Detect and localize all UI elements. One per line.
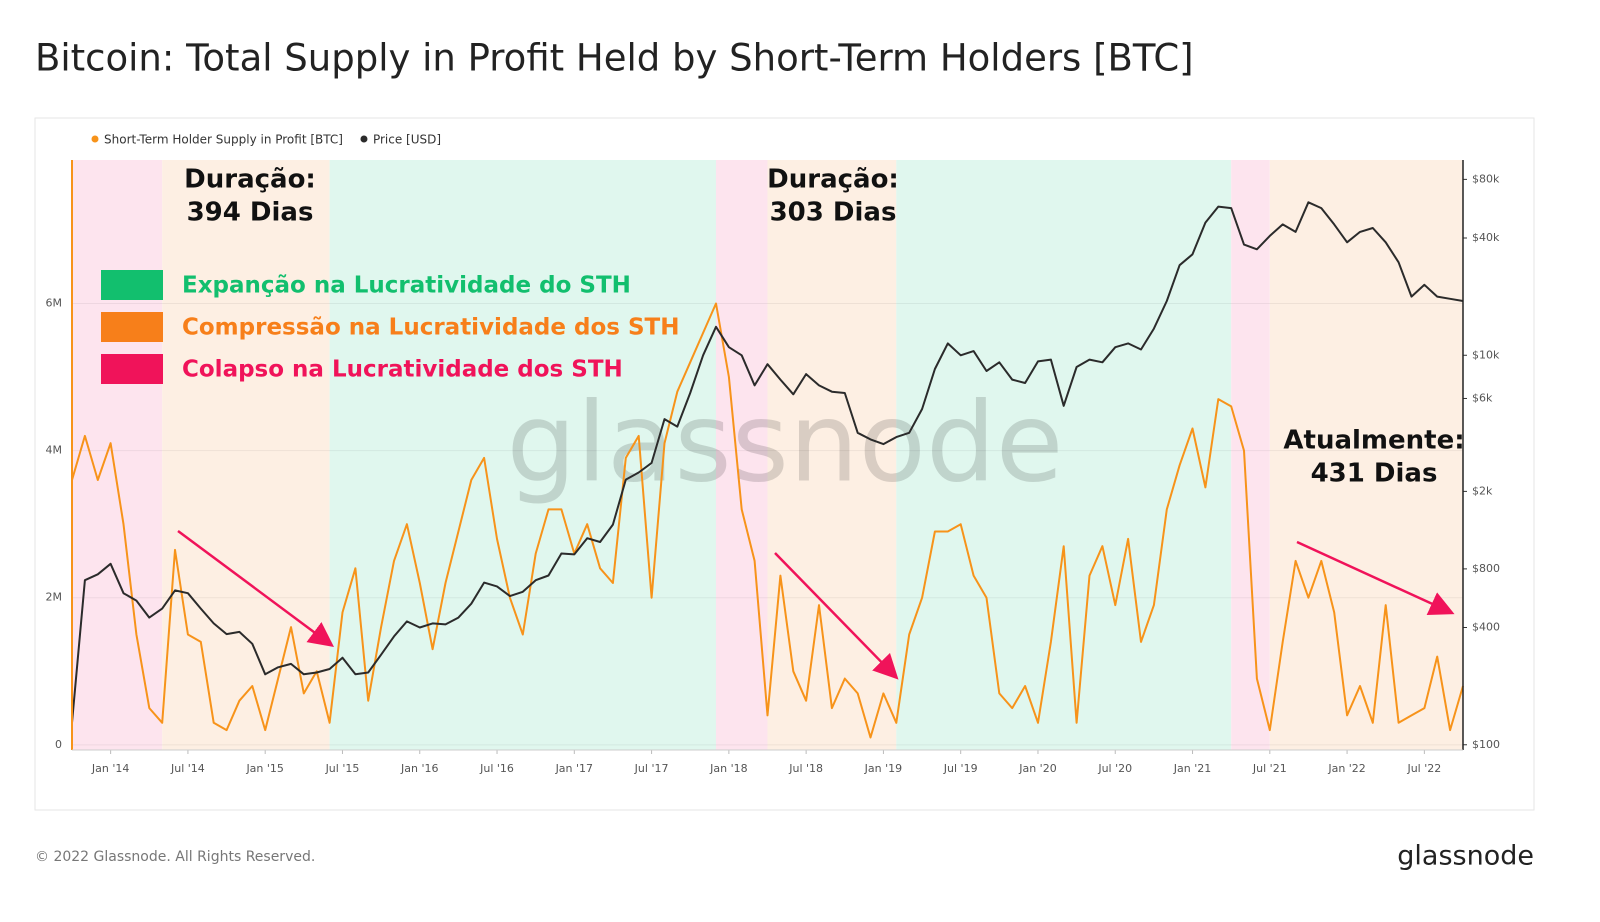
y2-tick-label: $100 xyxy=(1472,738,1500,751)
title: Bitcoin: Total Supply in Profit Held by … xyxy=(35,37,1194,80)
phase-region xyxy=(1269,160,1463,750)
phase-region xyxy=(1231,160,1270,750)
series-line xyxy=(71,302,1464,739)
x-tick-label: Jul '16 xyxy=(479,762,514,775)
phase-label: Colapso na Lucratividade dos STH xyxy=(182,357,623,383)
footer: © 2022 Glassnode. All Rights Reserved. xyxy=(35,849,315,865)
legend-label: Price [USD] xyxy=(373,133,441,147)
x-tick-label: Jan '18 xyxy=(709,762,747,775)
x-tick-label: Jul '22 xyxy=(1406,762,1441,775)
annotation: 431 Dias xyxy=(1311,459,1438,489)
y2-tick-label: $400 xyxy=(1472,621,1500,634)
watermark: glassnode xyxy=(507,378,1064,506)
y2-tick-label: $6k xyxy=(1472,391,1493,404)
grid xyxy=(72,302,1463,746)
phase-label: Expanção na Lucratividade do STH xyxy=(182,273,631,299)
x-tick-label: Jan '15 xyxy=(245,762,283,775)
legend-label: Short-Term Holder Supply in Profit [BTC] xyxy=(104,133,343,147)
x-tick-label: Jul '19 xyxy=(943,762,978,775)
y2-tick-label: $10k xyxy=(1472,348,1500,361)
arrow xyxy=(774,552,899,680)
x-tick-label: Jan '20 xyxy=(1018,762,1056,775)
phase-region xyxy=(72,160,163,750)
arrow xyxy=(1296,540,1455,616)
annotation: 303 Dias xyxy=(770,198,897,228)
x-tick-label: Jul '17 xyxy=(634,762,669,775)
brand: glassnode xyxy=(1397,841,1534,872)
phase-swatch xyxy=(101,312,163,342)
phase-region xyxy=(715,160,768,750)
y2-tick-label: $2k xyxy=(1472,484,1493,497)
phase-region xyxy=(896,160,1232,750)
y2-tick-label: $40k xyxy=(1472,231,1500,244)
lines xyxy=(71,201,1464,739)
x-tick-label: Jan '17 xyxy=(555,762,593,775)
y-tick-label: 6M xyxy=(46,296,63,309)
y-tick-label: 2M xyxy=(46,591,63,604)
x-tick-label: Jul '18 xyxy=(788,762,823,775)
x-tick-label: Jan '19 xyxy=(864,762,902,775)
x-tick-label: Jul '15 xyxy=(325,762,360,775)
legend-marker xyxy=(360,135,368,143)
phase-region xyxy=(162,160,330,750)
annotation: 394 Dias xyxy=(187,198,314,228)
x-tick-label: Jul '21 xyxy=(1252,762,1287,775)
phase-label: Compressão na Lucratividade dos STH xyxy=(182,315,679,341)
phase-region xyxy=(329,160,716,750)
x-tick-label: Jan '22 xyxy=(1327,762,1365,775)
annotation: Duração: xyxy=(184,165,316,195)
series-line xyxy=(71,201,1464,723)
arrow xyxy=(177,529,335,647)
x-tick-label: Jan '14 xyxy=(91,762,129,775)
annotation: Duração: xyxy=(767,165,899,195)
x-tick-label: Jul '14 xyxy=(170,762,205,775)
regions xyxy=(72,160,1463,750)
y2-tick-label: $800 xyxy=(1472,562,1500,575)
x-tick-label: Jul '20 xyxy=(1097,762,1132,775)
overlay: Expanção na Lucratividade do STH Compress… xyxy=(101,165,1465,680)
phase-swatch xyxy=(101,354,163,384)
x-tick-label: Jan '21 xyxy=(1173,762,1211,775)
y-tick-label: 0 xyxy=(55,738,62,751)
annotation: Atualmente: xyxy=(1283,426,1464,456)
phase-swatch xyxy=(101,270,163,300)
y-tick-label: 4M xyxy=(46,444,63,457)
legend-marker xyxy=(91,135,99,143)
y2-tick-label: $80k xyxy=(1472,172,1500,185)
x-tick-label: Jan '16 xyxy=(400,762,438,775)
phase-region xyxy=(767,160,897,750)
